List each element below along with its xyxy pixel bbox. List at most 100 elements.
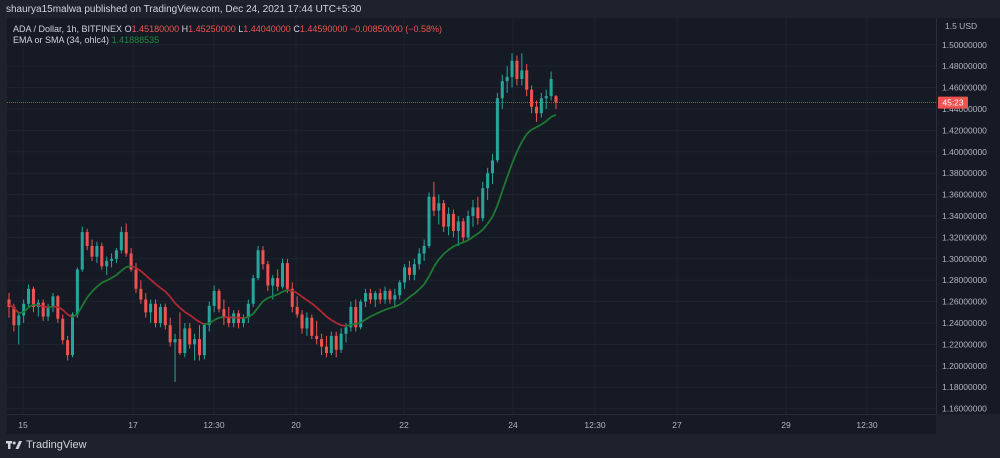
candle [61, 314, 65, 345]
ema-segment [115, 270, 122, 276]
candle [188, 323, 192, 349]
ema-segment [486, 216, 494, 225]
ema-segment [536, 123, 542, 129]
ema-segment [145, 274, 152, 281]
ema-segment [325, 315, 332, 321]
ema-segment [159, 287, 166, 293]
ema-segment [335, 322, 342, 327]
candle-body [27, 288, 31, 304]
candle-body [154, 303, 158, 324]
legend-indicator[interactable]: EMA or SMA (34, ohlc4) [13, 35, 110, 45]
candle [534, 100, 538, 122]
ema-segment [350, 322, 356, 326]
candle [359, 299, 363, 330]
legend-open-key: O [124, 24, 132, 34]
legend-symbol[interactable]: ADA / Dollar, 1h, BITFINEX [13, 24, 123, 34]
candle [471, 199, 475, 227]
plot-area[interactable] [7, 18, 936, 414]
ema-segment [501, 176, 509, 192]
candle-body [290, 288, 294, 307]
candle [373, 290, 377, 307]
candle-body [173, 339, 177, 343]
candle-body [134, 269, 138, 289]
candle-body [222, 309, 226, 318]
candle [456, 216, 460, 246]
candle [212, 285, 216, 313]
ema-segment [57, 306, 64, 311]
current-price-countdown: 45:23 [942, 98, 964, 108]
ema-segment [150, 278, 157, 285]
ema-segment [433, 259, 440, 268]
candle [476, 196, 480, 225]
ema-segment [257, 300, 264, 309]
price-tick-label: 1.42000000 [942, 125, 987, 135]
candle [66, 335, 70, 361]
candle-body [207, 305, 211, 326]
candle [500, 74, 504, 109]
candle-body [344, 327, 348, 334]
candle-body [437, 203, 441, 211]
ema-segment [38, 304, 44, 308]
tradingview-brand[interactable]: TradingView [6, 439, 87, 451]
legend-indicator-value: 1.41888535 [111, 35, 160, 45]
price-tick-label: 1.46000000 [942, 83, 987, 93]
candle-body [495, 98, 499, 161]
ema-segment [208, 319, 215, 325]
candle [393, 288, 397, 307]
candle-body [315, 335, 319, 340]
ema-segment [423, 275, 430, 285]
ema-segment [67, 313, 73, 318]
candle-body [398, 282, 402, 296]
time-tick-label: 22 [399, 420, 409, 430]
ema-segment [184, 311, 191, 316]
candle [349, 301, 353, 332]
candle [398, 280, 402, 300]
ema-segment [62, 309, 69, 316]
ema-segment [511, 151, 518, 164]
time-tick-label: 20 [291, 420, 301, 430]
ema-segment [296, 292, 303, 298]
ema-segment [291, 290, 298, 294]
candle [285, 258, 289, 294]
candle-body [393, 295, 397, 300]
time-axis[interactable]: 15 17 12:30 20 22 24 12:30 27 29 12:30 [7, 414, 936, 435]
candle-body [510, 60, 514, 77]
ema-segment [23, 306, 30, 313]
ema-segment [262, 297, 269, 302]
candle-body [490, 160, 495, 174]
ema-segment [540, 120, 547, 126]
ema-segment [428, 266, 435, 277]
price-tick-label: 1.32000000 [942, 232, 987, 242]
candle-body [339, 333, 343, 350]
candle [505, 66, 509, 93]
candle-body [373, 293, 377, 300]
candle-body [241, 317, 245, 324]
candle [437, 194, 441, 225]
ema-segment [306, 299, 313, 305]
candlestick-chart[interactable] [7, 18, 936, 414]
ema-segment [374, 311, 381, 316]
ema-segment [213, 316, 220, 322]
candle-body [193, 339, 197, 345]
candle-body [500, 81, 504, 99]
price-tick-label: 1.36000000 [942, 190, 987, 200]
candle-body [246, 303, 250, 318]
price-axis[interactable]: 1.50000000 1.48000000 1.46000000 1.44000000… [936, 18, 1000, 414]
ema-segment [272, 293, 278, 298]
chart-legend: ADA / Dollar, 1h, BITFINEX O1.45180000 H… [13, 24, 442, 46]
candle [315, 320, 319, 345]
candle-body [427, 196, 431, 246]
time-tick-label: 17 [128, 420, 138, 430]
candle [305, 312, 309, 336]
candle-body [461, 221, 465, 238]
candle [451, 209, 455, 238]
candle [256, 245, 260, 281]
candle-body [530, 89, 534, 107]
ema-segment [394, 303, 401, 308]
candle [442, 199, 446, 233]
ema-segment [189, 314, 196, 320]
candle [334, 331, 338, 358]
ema-segment [43, 305, 49, 309]
candle-body [17, 315, 21, 326]
candle [144, 293, 148, 318]
